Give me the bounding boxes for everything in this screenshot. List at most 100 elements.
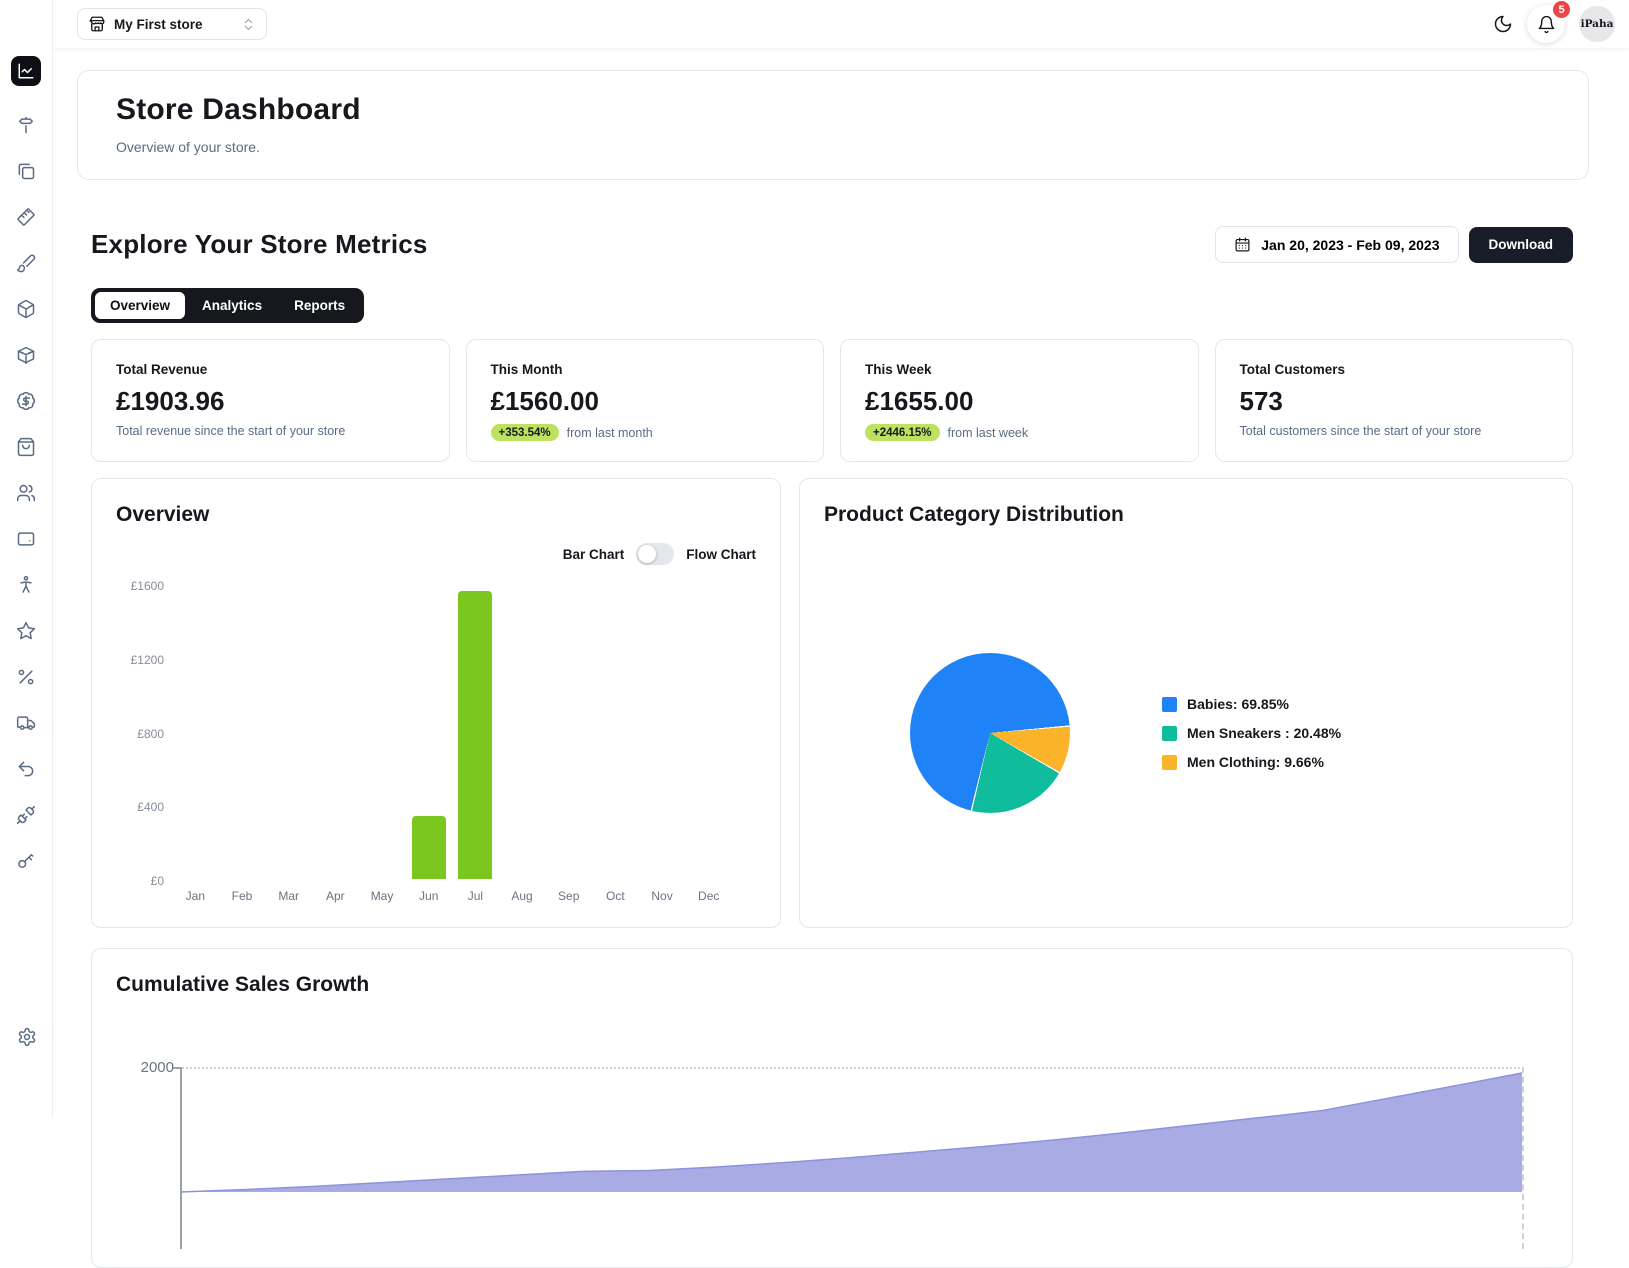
package-open-icon[interactable] xyxy=(16,345,36,365)
store-selector-label: My First store xyxy=(114,17,233,32)
switch-knob xyxy=(638,545,656,563)
unplug-icon[interactable] xyxy=(16,805,36,825)
key-icon[interactable] xyxy=(16,851,36,871)
metrics-heading: Explore Your Store Metrics xyxy=(91,229,428,260)
topbar: My First store 5 iPaha xyxy=(53,0,1629,48)
cumulative-chart-card: Cumulative Sales Growth 2000 xyxy=(91,948,1573,1268)
undo-icon[interactable] xyxy=(16,759,36,779)
growth-badge: +353.54% xyxy=(491,424,559,441)
y-axis-line xyxy=(180,1067,182,1249)
app-logo[interactable] xyxy=(11,56,41,86)
accessibility-icon[interactable] xyxy=(16,575,36,595)
moon-icon xyxy=(1493,14,1513,34)
notifications-button[interactable]: 5 xyxy=(1527,5,1565,43)
milestone-icon[interactable] xyxy=(16,115,36,135)
stat-note: from last month xyxy=(567,426,653,440)
sidebar xyxy=(0,0,53,1117)
chevrons-up-down-icon xyxy=(241,17,256,32)
x-axis-label: Nov xyxy=(639,881,686,903)
bar-slot-jun xyxy=(405,816,452,879)
tabs: Overview Analytics Reports xyxy=(91,288,364,323)
stat-note: Total customers since the start of your … xyxy=(1240,424,1549,438)
stat-title: Total Customers xyxy=(1240,362,1549,377)
legend-item: Babies: 69.85% xyxy=(1162,696,1341,712)
avatar[interactable]: iPaha xyxy=(1579,6,1615,42)
bell-icon xyxy=(1537,15,1556,34)
date-range-picker[interactable]: Jan 20, 2023 - Feb 09, 2023 xyxy=(1215,226,1458,263)
stat-value: £1903.96 xyxy=(116,386,425,417)
stat-value: £1560.00 xyxy=(491,386,800,417)
area-fill xyxy=(180,1073,1522,1192)
stat-cards: Total Revenue £1903.96 Total revenue sin… xyxy=(91,339,1573,462)
chart-type-toggle-row: Bar Chart Flow Chart xyxy=(116,543,756,565)
star-icon[interactable] xyxy=(16,621,36,641)
paintbrush-icon[interactable] xyxy=(16,253,36,273)
legend-swatch xyxy=(1162,726,1177,741)
bar-chart-toggle-label: Bar Chart xyxy=(563,547,625,562)
flow-chart-toggle-label: Flow Chart xyxy=(686,547,756,562)
plot-right-boundary xyxy=(1522,1067,1524,1249)
topbar-actions: 5 iPaha xyxy=(1493,5,1615,43)
chart-type-switch[interactable] xyxy=(636,543,674,565)
x-axis-label: Sep xyxy=(545,881,592,903)
x-axis-label: Oct xyxy=(592,881,639,903)
stat-card-this-month: This Month £1560.00 +353.54% from last m… xyxy=(466,339,825,462)
download-button[interactable]: Download xyxy=(1469,227,1574,263)
x-axis-label: Jan xyxy=(172,881,219,903)
cumulative-area-fill xyxy=(92,949,1573,1249)
calendar-icon xyxy=(1234,236,1251,253)
legend-swatch xyxy=(1162,755,1177,770)
stat-note: from last week xyxy=(948,426,1029,440)
x-axis-label: Aug xyxy=(499,881,546,903)
x-axis-label: Mar xyxy=(265,881,312,903)
page-subtitle: Overview of your store. xyxy=(116,139,1550,155)
overview-chart-title: Overview xyxy=(116,503,756,527)
bar-slot-jul xyxy=(452,591,499,879)
x-axis-label: Feb xyxy=(219,881,266,903)
line-chart-icon xyxy=(17,62,35,80)
bar xyxy=(458,591,492,879)
category-pie-chart xyxy=(910,653,1070,813)
tab-analytics[interactable]: Analytics xyxy=(187,292,277,319)
y-axis-tick: £0 xyxy=(151,874,164,888)
stat-note: Total revenue since the start of your st… xyxy=(116,424,425,438)
settings-gear-icon[interactable] xyxy=(17,1027,37,1047)
legend-swatch xyxy=(1162,697,1177,712)
legend-label: Men Sneakers : 20.48% xyxy=(1187,725,1341,741)
x-axis-label: Jul xyxy=(452,881,499,903)
stat-title: Total Revenue xyxy=(116,362,425,377)
package-icon[interactable] xyxy=(16,299,36,319)
metrics-header: Explore Your Store Metrics Jan 20, 2023 … xyxy=(91,226,1573,263)
page-title: Store Dashboard xyxy=(116,93,1550,127)
bar xyxy=(412,816,446,879)
stat-title: This Month xyxy=(491,362,800,377)
store-selector[interactable]: My First store xyxy=(77,8,267,40)
x-axis-label: Dec xyxy=(685,881,732,903)
stat-card-this-week: This Week £1655.00 +2446.15% from last w… xyxy=(840,339,1199,462)
badge-dollar-icon[interactable] xyxy=(16,391,36,411)
percent-icon[interactable] xyxy=(16,667,36,687)
tab-overview[interactable]: Overview xyxy=(95,292,185,319)
copy-icon[interactable] xyxy=(16,161,36,181)
users-icon[interactable] xyxy=(16,483,36,503)
page-header-card: Store Dashboard Overview of your store. xyxy=(77,70,1589,180)
wallet-icon[interactable] xyxy=(16,529,36,549)
stat-title: This Week xyxy=(865,362,1174,377)
cumulative-y-tick-2000: 2000 xyxy=(130,1059,174,1076)
ruler-icon[interactable] xyxy=(16,207,36,227)
legend-item: Men Sneakers : 20.48% xyxy=(1162,725,1341,741)
tab-reports[interactable]: Reports xyxy=(279,292,360,319)
growth-badge: +2446.15% xyxy=(865,424,940,441)
y-axis-tick: £1200 xyxy=(131,653,164,667)
shopping-bag-icon[interactable] xyxy=(16,437,36,457)
bar-chart-y-axis: £1600£1200£800£400£0 xyxy=(116,581,172,903)
legend-label: Babies: 69.85% xyxy=(1187,696,1289,712)
gridline-2000 xyxy=(182,1067,1520,1069)
legend-item: Men Clothing: 9.66% xyxy=(1162,754,1341,770)
dark-mode-toggle[interactable] xyxy=(1493,14,1513,34)
stat-card-total-customers: Total Customers 573 Total customers sinc… xyxy=(1215,339,1574,462)
truck-icon[interactable] xyxy=(16,713,36,733)
pie-chart-card: Product Category Distribution Babies: 69… xyxy=(799,478,1573,928)
